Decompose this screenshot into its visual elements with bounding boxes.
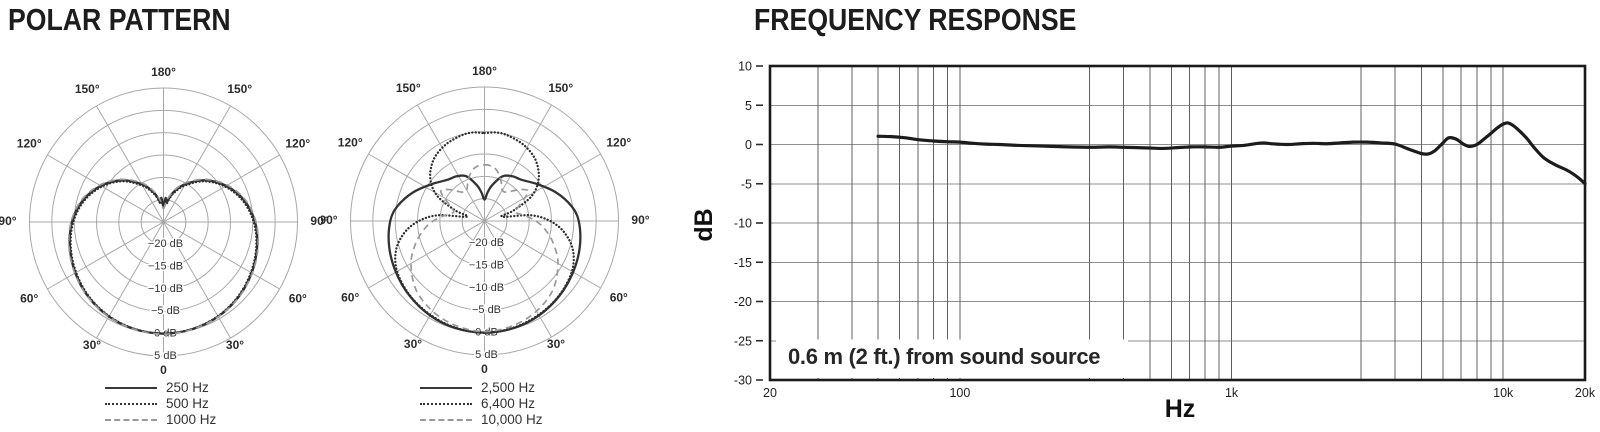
legend-line-dotted [105, 402, 157, 405]
svg-text:30°: 30° [83, 338, 101, 352]
plot-frame [768, 64, 1587, 382]
polar-angle-labels: 180° 150° 150° 120° 120° 90° 90° 60° 60° 30° 30° 0 [321, 64, 650, 376]
polar-plot-high-freq: 180° 150° 150° 120° 120° 90° 90° 60° 60° 30° 30° 0 −… [321, 64, 650, 376]
legend-label: 2,500 Hz [481, 380, 536, 395]
svg-text:−10 dB: −10 dB [469, 282, 504, 294]
x-axis-label: Hz [1165, 395, 1196, 423]
legend-line-dotted [420, 402, 472, 405]
svg-text:150°: 150° [75, 82, 100, 96]
svg-text:90°: 90° [0, 214, 17, 228]
legend-line-solid [420, 386, 472, 389]
legend-label: 10,000 Hz [481, 412, 543, 427]
legend-label: 250 Hz [166, 380, 209, 395]
polar-curve [67, 178, 260, 335]
legend-label: 6,400 Hz [481, 396, 536, 411]
svg-text:-30: -30 [734, 374, 752, 388]
svg-text:150°: 150° [396, 81, 421, 95]
svg-text:−20 dB: −20 dB [148, 238, 183, 250]
frequency-response-plot: 10 5 0 -5 -10 -15 -20 -25 -30 20 100 1k 10k 20k dB Hz [690, 60, 1596, 424]
fr-axis-ticks: 10 5 0 -5 -10 -15 -20 -25 -30 20 100 1k 10k 20k [734, 60, 1596, 401]
polar-high-legend: 2,500 Hz 6,400 Hz 10,000 Hz [420, 380, 543, 428]
svg-text:60°: 60° [610, 291, 628, 305]
svg-text:−5 dB: −5 dB [151, 305, 180, 317]
polar-angle-labels: 180° 150° 150° 120° 120° 90° 90° 60° 60° 30° 30° 0 [0, 65, 329, 377]
legend-item: 1000 Hz [105, 412, 216, 427]
polar-curve [69, 180, 258, 335]
svg-text:120°: 120° [285, 137, 310, 151]
svg-text:100: 100 [949, 386, 970, 400]
svg-text:60°: 60° [341, 291, 359, 305]
polar-db-ring-labels: −20 dB−15 dB−10 dB−5 dB0 dB5 dB [146, 237, 184, 364]
svg-text:−15 dB: −15 dB [148, 261, 183, 273]
svg-text:-15: -15 [734, 256, 752, 270]
fr-response-curve [876, 121, 1587, 186]
fr-distance-annotation: 0.6 m (2 ft.) from sound source [788, 344, 1101, 369]
svg-text:-25: -25 [734, 334, 752, 348]
legend-item: 2,500 Hz [420, 380, 543, 395]
svg-text:1k: 1k [1225, 386, 1239, 400]
svg-text:−15 dB: −15 dB [469, 260, 504, 272]
legend-item: 6,400 Hz [420, 396, 543, 411]
svg-text:60°: 60° [20, 292, 38, 306]
svg-text:−5 dB: −5 dB [472, 304, 501, 316]
svg-text:30°: 30° [547, 337, 565, 351]
svg-text:5 dB: 5 dB [475, 349, 498, 361]
legend-line-dashed [105, 418, 157, 421]
polar-curves [387, 131, 582, 334]
frequency-response-title: FREQUENCY RESPONSE [754, 2, 1077, 37]
svg-text:180°: 180° [151, 65, 176, 79]
legend-label: 1000 Hz [166, 412, 217, 427]
svg-text:10k: 10k [1493, 386, 1514, 400]
fr-grid [770, 65, 1586, 381]
svg-text:20: 20 [763, 386, 777, 400]
svg-text:-20: -20 [734, 295, 752, 309]
legend-line-solid [105, 386, 157, 389]
svg-text:0: 0 [160, 363, 167, 377]
legend-item: 10,000 Hz [420, 412, 543, 427]
svg-text:5 dB: 5 dB [154, 350, 177, 362]
svg-text:-10: -10 [734, 217, 752, 231]
polar-low-legend: 250 Hz 500 Hz 1000 Hz [105, 380, 216, 428]
polar-pattern-title: POLAR PATTERN [8, 2, 231, 37]
svg-text:60°: 60° [289, 292, 307, 306]
svg-text:-5: -5 [741, 177, 752, 191]
svg-text:150°: 150° [548, 81, 573, 95]
svg-text:10: 10 [738, 60, 752, 74]
svg-text:20k: 20k [1575, 386, 1596, 400]
polar-curves [67, 178, 260, 335]
svg-text:0: 0 [745, 138, 752, 152]
svg-text:0: 0 [481, 362, 488, 376]
svg-text:−10 dB: −10 dB [148, 283, 183, 295]
legend-item: 500 Hz [105, 396, 216, 411]
legend-line-dashed [420, 418, 472, 421]
legend-item: 250 Hz [105, 380, 216, 395]
svg-text:120°: 120° [17, 137, 42, 151]
svg-text:5: 5 [745, 99, 752, 113]
svg-text:90°: 90° [631, 213, 649, 227]
svg-text:150°: 150° [227, 82, 252, 96]
svg-text:120°: 120° [338, 136, 363, 150]
svg-text:−20 dB: −20 dB [469, 237, 504, 249]
svg-text:90°: 90° [321, 213, 338, 227]
y-axis-label: dB [690, 208, 718, 241]
legend-label: 500 Hz [166, 396, 209, 411]
polar-plot-low-freq: 180° 150° 150° 120° 120° 90° 90° 60° 60° 30° 30° 0 −… [0, 65, 329, 377]
polar-curve [394, 131, 575, 334]
svg-text:30°: 30° [226, 338, 244, 352]
svg-text:180°: 180° [472, 64, 497, 78]
polar-db-ring-labels: −20 dB−15 dB−10 dB−5 dB0 dB5 dB [467, 236, 505, 363]
annotation-backdrop [776, 339, 1128, 378]
svg-text:30°: 30° [404, 337, 422, 351]
polar-curve [410, 163, 559, 333]
svg-text:90°: 90° [310, 214, 328, 228]
svg-text:120°: 120° [606, 136, 631, 150]
